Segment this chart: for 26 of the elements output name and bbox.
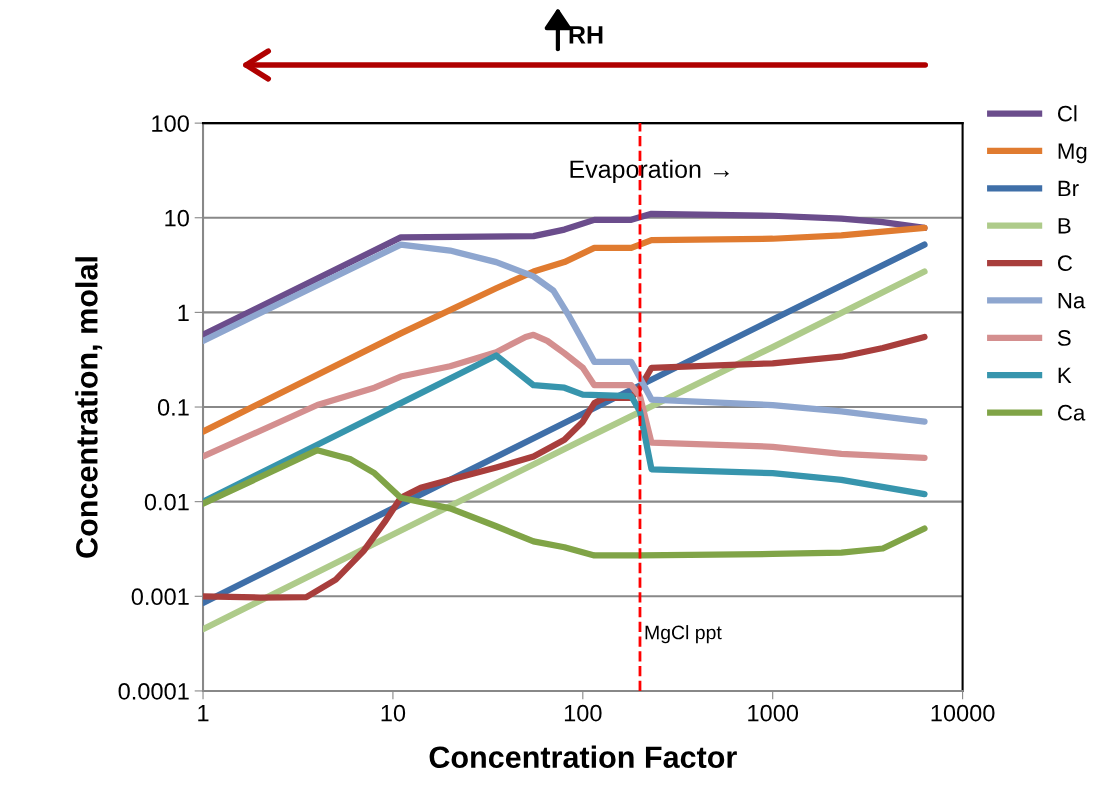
legend-label: Cl xyxy=(1057,105,1077,122)
legend-label: B xyxy=(1058,218,1071,234)
legend-label: Na xyxy=(1058,292,1086,309)
text: RH xyxy=(569,26,603,44)
legend-label: C xyxy=(1057,255,1073,272)
y-tick-label: 1 xyxy=(178,304,189,321)
legend-label: Br xyxy=(1058,180,1079,197)
y-tick-label: 0.001 xyxy=(131,588,189,606)
x-axis-title: Concentration Factor xyxy=(429,745,737,769)
legend-label: Ca xyxy=(1057,404,1086,421)
x-tick-label: 1000 xyxy=(748,704,799,722)
y-tick-label: 0.0001 xyxy=(118,683,189,700)
y-tick-label: 0.1 xyxy=(157,399,189,416)
x-tick-label: 100 xyxy=(564,704,602,722)
y-tick-label: 0.01 xyxy=(144,493,189,511)
legend-label: K xyxy=(1058,367,1072,383)
y-tick-label: 10 xyxy=(165,209,189,227)
x-tick-label: 10 xyxy=(381,704,406,722)
ref-line-label: MgCl ppt xyxy=(645,625,722,644)
annotation: Evaporation → xyxy=(570,159,729,184)
legend-label: S xyxy=(1057,330,1071,346)
x-tick-label: 10000 xyxy=(931,704,995,722)
y-tick-label: 100 xyxy=(152,115,189,132)
y-axis-title: Concentration, molal xyxy=(75,257,103,558)
legend-label: Mg xyxy=(1058,143,1087,164)
x-tick-label: 1 xyxy=(198,704,209,722)
